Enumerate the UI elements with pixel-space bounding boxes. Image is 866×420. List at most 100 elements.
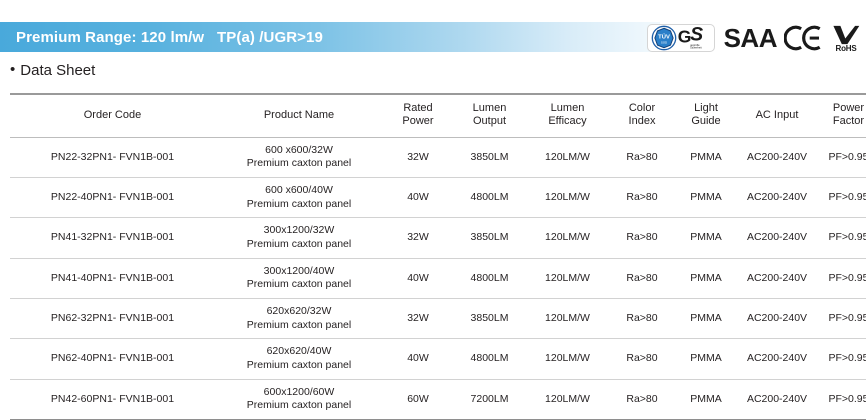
svg-text:S: S — [690, 25, 703, 46]
table-header-row: Order Code Product Name Rated Power Lume… — [10, 94, 866, 138]
cell-order-code: PN42-60PN1- FVN1B-001 — [10, 379, 215, 420]
cell-lumen-efficacy: 120LM/W — [526, 379, 609, 420]
certification-logos: TÜV SÜD G S geprüfte Sicherheit SAA RoHS — [646, 16, 860, 60]
cell-rated-power: 40W — [383, 258, 453, 299]
cell-lumen-efficacy: 120LM/W — [526, 137, 609, 179]
cell-lumen-output: 3850LM — [453, 298, 526, 340]
rohs-label: RoHS — [835, 43, 857, 53]
cell-lumen-efficacy: 120LM/W — [526, 338, 609, 380]
cell-power-factor: PF>0.95 — [817, 298, 866, 340]
column-header-product-name: Product Name — [263, 108, 335, 121]
cell-rated-power: 40W — [383, 177, 453, 219]
cell-order-code: PN41-32PN1- FVN1B-001 — [10, 217, 215, 259]
cell-color-index: Ra>80 — [609, 177, 675, 219]
column-header-lumen-output: Lumen Output — [472, 102, 507, 128]
premium-range-banner: Premium Range: 120 lm/w TP(a) /UGR>19 — [0, 22, 660, 52]
cell-color-index: Ra>80 — [609, 137, 675, 179]
column-header-ac-input: AC Input — [755, 108, 799, 121]
cell-power-factor: PF>0.95 — [817, 217, 866, 259]
cell-ac-input: AC200-240V — [737, 379, 817, 420]
tuv-icon: TÜV SÜD — [651, 25, 676, 51]
page-header: Premium Range: 120 lm/w TP(a) /UGR>19 TÜ… — [0, 0, 866, 62]
cell-rated-power: 32W — [383, 137, 453, 179]
column-header-power-factor: Power Factor — [832, 102, 865, 128]
cell-lumen-output: 3850LM — [453, 137, 526, 179]
spec-table: Order Code Product Name Rated Power Lume… — [10, 93, 866, 420]
cell-ac-input: AC200-240V — [737, 217, 817, 259]
column-header-order-code: Order Code — [83, 108, 142, 121]
cell-light-guide: PMMA — [675, 298, 737, 340]
cell-product-name: 600 x600/40W Premium caxton panel — [215, 177, 383, 219]
table-body: PN22-32PN1- FVN1B-001 600 x600/32W Premi… — [10, 137, 866, 420]
saa-logo: SAA — [723, 23, 778, 53]
cell-lumen-output: 4800LM — [453, 338, 526, 380]
cell-order-code: PN62-32PN1- FVN1B-001 — [10, 298, 215, 340]
svg-text:TÜV: TÜV — [658, 34, 670, 41]
svg-text:Sicherheit: Sicherheit — [690, 46, 702, 50]
cell-product-name: 300x1200/32W Premium caxton panel — [215, 217, 383, 259]
cell-order-code: PN22-40PN1- FVN1B-001 — [10, 177, 215, 219]
cell-order-code: PN22-32PN1- FVN1B-001 — [10, 137, 215, 179]
cell-lumen-output: 7200LM — [453, 379, 526, 420]
table-row: PN22-32PN1- FVN1B-001 600 x600/32W Premi… — [10, 137, 866, 179]
cell-order-code: PN62-40PN1- FVN1B-001 — [10, 338, 215, 380]
table-row: PN42-60PN1- FVN1B-001 600x1200/60W Premi… — [10, 379, 866, 420]
cell-color-index: Ra>80 — [609, 258, 675, 299]
cell-lumen-efficacy: 120LM/W — [526, 298, 609, 340]
data-sheet-heading: • Data Sheet — [10, 62, 95, 79]
cell-rated-power: 32W — [383, 217, 453, 259]
cell-lumen-efficacy: 120LM/W — [526, 217, 609, 259]
cell-light-guide: PMMA — [675, 137, 737, 179]
data-sheet-label: Data Sheet — [20, 62, 96, 79]
cell-product-name: 600 x600/32W Premium caxton panel — [215, 137, 383, 179]
cell-ac-input: AC200-240V — [737, 258, 817, 299]
banner-title: Premium Range: 120 lm/w TP(a) /UGR>19 — [16, 28, 323, 46]
cell-ac-input: AC200-240V — [737, 177, 817, 219]
cell-color-index: Ra>80 — [609, 379, 675, 420]
cell-lumen-efficacy: 120LM/W — [526, 177, 609, 219]
cell-light-guide: PMMA — [675, 338, 737, 380]
cell-power-factor: PF>0.95 — [817, 379, 866, 420]
cell-product-name: 600x1200/60W Premium caxton panel — [215, 379, 383, 420]
cell-light-guide: PMMA — [675, 217, 737, 259]
cell-lumen-efficacy: 120LM/W — [526, 258, 609, 299]
cell-lumen-output: 4800LM — [453, 177, 526, 219]
cell-product-name: 620x620/40W Premium caxton panel — [215, 338, 383, 380]
cell-color-index: Ra>80 — [609, 338, 675, 380]
cell-power-factor: PF>0.95 — [817, 258, 866, 299]
cell-product-name: 620x620/32W Premium caxton panel — [215, 298, 383, 340]
cell-rated-power: 32W — [383, 298, 453, 340]
cell-rated-power: 60W — [383, 379, 453, 420]
column-header-rated-power: Rated Power — [402, 102, 434, 128]
table-row: PN22-40PN1- FVN1B-001 600 x600/40W Premi… — [10, 177, 866, 219]
rohs-logo: RoHS — [832, 24, 860, 53]
svg-text:geprüfte: geprüfte — [690, 43, 700, 47]
column-header-light-guide: Light Guide — [691, 102, 721, 128]
cell-light-guide: PMMA — [675, 379, 737, 420]
ce-icon — [784, 25, 821, 51]
table-row: PN41-32PN1- FVN1B-001 300x1200/32W Premi… — [10, 217, 866, 259]
cell-rated-power: 40W — [383, 338, 453, 380]
cell-power-factor: PF>0.95 — [817, 177, 866, 219]
cell-order-code: PN41-40PN1- FVN1B-001 — [10, 258, 215, 299]
bullet-icon: • — [10, 61, 16, 78]
table-row: PN62-40PN1- FVN1B-001 620x620/40W Premiu… — [10, 338, 866, 380]
cell-color-index: Ra>80 — [609, 298, 675, 340]
column-header-color-index: Color Index — [628, 102, 656, 128]
cell-lumen-output: 3850LM — [453, 217, 526, 259]
table-row: PN62-32PN1- FVN1B-001 620x620/32W Premiu… — [10, 298, 866, 340]
table-row: PN41-40PN1- FVN1B-001 300x1200/40W Premi… — [10, 258, 866, 299]
column-header-lumen-efficacy: Lumen Efficacy — [548, 102, 587, 128]
cell-color-index: Ra>80 — [609, 217, 675, 259]
svg-text:G: G — [677, 27, 691, 47]
cell-lumen-output: 4800LM — [453, 258, 526, 299]
cell-power-factor: PF>0.95 — [817, 338, 866, 380]
tuv-gs-logo-group: TÜV SÜD G S geprüfte Sicherheit — [646, 24, 715, 52]
cell-light-guide: PMMA — [675, 258, 737, 299]
cell-power-factor: PF>0.95 — [817, 137, 866, 179]
svg-text:SÜD: SÜD — [661, 41, 667, 45]
cell-ac-input: AC200-240V — [737, 338, 817, 380]
checkmark-icon — [833, 25, 860, 44]
cell-product-name: 300x1200/40W Premium caxton panel — [215, 258, 383, 299]
cell-light-guide: PMMA — [675, 177, 737, 219]
